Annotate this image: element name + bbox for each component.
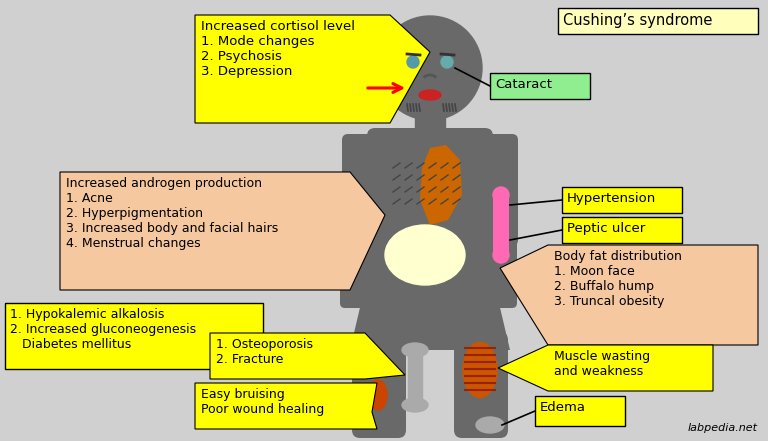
Bar bbox=[490, 73, 590, 99]
FancyBboxPatch shape bbox=[454, 332, 508, 438]
FancyBboxPatch shape bbox=[340, 223, 378, 308]
Ellipse shape bbox=[369, 380, 387, 410]
Circle shape bbox=[407, 56, 419, 68]
Polygon shape bbox=[195, 383, 377, 429]
Circle shape bbox=[493, 247, 509, 263]
Text: Cushing’s syndrome: Cushing’s syndrome bbox=[563, 13, 713, 28]
Ellipse shape bbox=[419, 90, 441, 100]
Text: Easy bruising
Poor wound healing: Easy bruising Poor wound healing bbox=[201, 388, 324, 416]
FancyBboxPatch shape bbox=[352, 332, 406, 438]
Ellipse shape bbox=[476, 417, 504, 433]
Bar bbox=[493, 195, 509, 255]
Ellipse shape bbox=[402, 398, 428, 412]
Text: 1. Hypokalemic alkalosis
2. Increased gluconeogenesis
   Diabetes mellitus: 1. Hypokalemic alkalosis 2. Increased gl… bbox=[10, 308, 196, 351]
Ellipse shape bbox=[368, 245, 492, 285]
FancyBboxPatch shape bbox=[367, 128, 493, 274]
Text: Increased androgen production
1. Acne
2. Hyperpigmentation
3. Increased body and: Increased androgen production 1. Acne 2.… bbox=[66, 177, 278, 250]
Text: labpedia.net: labpedia.net bbox=[688, 423, 758, 433]
Text: Edema: Edema bbox=[540, 401, 586, 414]
Bar bbox=[562, 217, 682, 243]
Text: Hypertension: Hypertension bbox=[567, 192, 656, 205]
Ellipse shape bbox=[360, 420, 396, 436]
Circle shape bbox=[493, 187, 509, 203]
Polygon shape bbox=[210, 333, 405, 379]
Text: Muscle wasting
and weakness: Muscle wasting and weakness bbox=[554, 350, 650, 378]
Bar bbox=[558, 8, 758, 34]
FancyBboxPatch shape bbox=[342, 134, 386, 246]
Polygon shape bbox=[350, 265, 510, 350]
Text: Increased cortisol level
1. Mode changes
2. Psychosis
3. Depression: Increased cortisol level 1. Mode changes… bbox=[201, 20, 355, 78]
Polygon shape bbox=[500, 245, 758, 345]
Bar bbox=[415, 116, 445, 138]
Text: 1. Osteoporosis
2. Fracture: 1. Osteoporosis 2. Fracture bbox=[216, 338, 313, 366]
Ellipse shape bbox=[402, 343, 428, 357]
Circle shape bbox=[378, 16, 482, 120]
Polygon shape bbox=[420, 145, 462, 225]
Text: Body fat distribution
1. Moon face
2. Buffalo hump
3. Truncal obesity: Body fat distribution 1. Moon face 2. Bu… bbox=[554, 250, 682, 308]
Circle shape bbox=[441, 56, 453, 68]
Bar bbox=[5, 303, 263, 369]
Text: Peptic ulcer: Peptic ulcer bbox=[567, 222, 645, 235]
FancyBboxPatch shape bbox=[474, 134, 518, 246]
Ellipse shape bbox=[464, 420, 500, 436]
Bar bbox=[562, 187, 682, 213]
Polygon shape bbox=[60, 172, 385, 290]
Polygon shape bbox=[498, 345, 713, 391]
Bar bbox=[535, 396, 625, 426]
Ellipse shape bbox=[385, 225, 465, 285]
Bar bbox=[408, 350, 422, 405]
Text: Cataract: Cataract bbox=[495, 78, 552, 91]
Polygon shape bbox=[195, 15, 430, 123]
Ellipse shape bbox=[463, 343, 497, 397]
FancyBboxPatch shape bbox=[479, 223, 517, 308]
